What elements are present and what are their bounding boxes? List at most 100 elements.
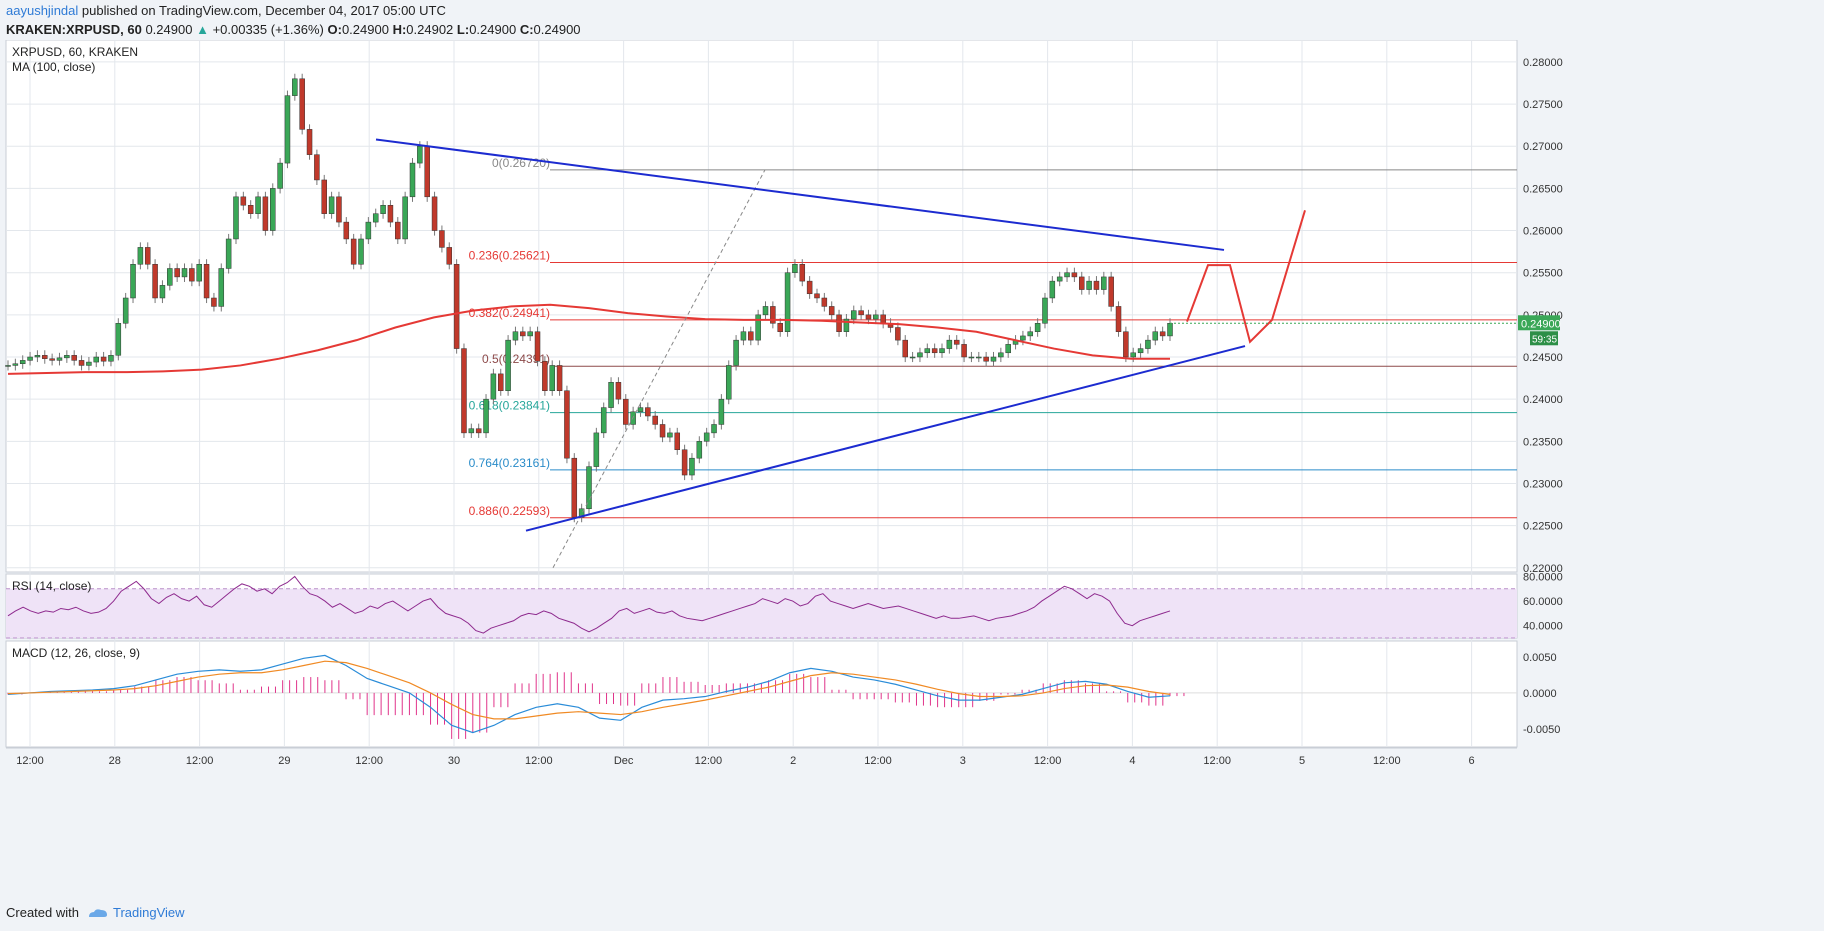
- ma100-line: [7, 303, 1170, 375]
- candle-body: [851, 310, 857, 320]
- candle-body: [159, 285, 166, 299]
- last-price: 0.24900: [145, 22, 193, 37]
- candle-body: [284, 95, 291, 164]
- candle-body: [49, 358, 55, 361]
- candle-body: [946, 339, 953, 349]
- candle-body: [461, 348, 467, 434]
- price-pane: [5, 40, 1518, 573]
- candle-body: [255, 196, 261, 214]
- candle-body: [1137, 348, 1144, 354]
- candle-body: [203, 264, 210, 299]
- candle-body: [328, 196, 335, 214]
- candle-body: [1027, 331, 1034, 337]
- x-tick-label: 29: [278, 755, 290, 767]
- cloud-icon: [88, 908, 107, 917]
- candle-body: [505, 339, 511, 391]
- candle-body: [196, 264, 202, 282]
- price-chart[interactable]: 12:00 28 12:00 29 12:00 30 12:00 Dec 12:00 2 12:00…: [0, 40, 1824, 900]
- projection-path: [1186, 210, 1306, 344]
- candle-body: [534, 331, 541, 362]
- candle-body: [711, 424, 717, 434]
- candle-body: [247, 204, 254, 214]
- symbol-label: KRAKEN:XRPUSD, 60: [6, 22, 142, 37]
- candle-body: [336, 196, 342, 223]
- publish-info: aayushjindal published on TradingView.co…: [6, 3, 446, 18]
- x-tick-label: 12:00: [1373, 755, 1401, 767]
- candle-body: [225, 238, 232, 269]
- candle-body: [542, 360, 548, 391]
- fib-label: 0.886(0.22593): [469, 504, 550, 518]
- fib-label: 0.5(0.24391): [482, 352, 550, 366]
- candle-body: [1101, 276, 1107, 290]
- candle-body: [306, 129, 313, 155]
- author-link[interactable]: aayushjindal: [6, 3, 79, 18]
- rsi-tick-label: 60.0000: [1523, 596, 1563, 608]
- candle-body: [431, 196, 438, 231]
- candle-body: [262, 196, 269, 231]
- candle-body: [814, 293, 820, 299]
- candle-body: [71, 355, 77, 361]
- low-label: L:: [456, 22, 470, 37]
- candle-body: [806, 280, 813, 295]
- price-tick-label: 0.24500: [1523, 352, 1563, 364]
- candle-body: [189, 268, 195, 282]
- candle-body: [799, 264, 806, 282]
- candle-body: [490, 373, 497, 400]
- rsi-line: [7, 575, 1171, 634]
- candle-body: [475, 428, 482, 434]
- signal-line: [7, 660, 1171, 720]
- candle-body: [270, 188, 276, 231]
- candle-body: [770, 306, 776, 324]
- candle-body: [777, 323, 783, 332]
- candle-body: [748, 331, 754, 341]
- candle-body: [674, 432, 681, 450]
- x-tick-label: 3: [960, 755, 966, 767]
- last-price-tag-text: 0.24900: [1521, 318, 1561, 330]
- candle-body: [64, 355, 70, 359]
- candle-body: [211, 297, 217, 307]
- candle-body: [784, 272, 791, 332]
- candle-body: [1159, 331, 1166, 337]
- candle-body: [637, 407, 644, 413]
- candle-body: [277, 162, 283, 189]
- price-change: +0.00335 (+1.36%): [212, 22, 324, 37]
- candle-body: [343, 221, 350, 240]
- candle-body: [19, 360, 26, 365]
- candle-body: [122, 297, 129, 324]
- rsi-tick-label: 80.0000: [1523, 571, 1563, 583]
- candle-body: [961, 344, 967, 358]
- ohlc-bar: KRAKEN:XRPUSD, 60 0.24900 ▲ +0.00335 (+1…: [6, 22, 581, 37]
- tradingview-logo[interactable]: TradingView: [87, 905, 185, 920]
- candle-body: [27, 356, 33, 361]
- candle-body: [564, 390, 570, 459]
- x-tick-label: 4: [1129, 755, 1135, 767]
- candle-body: [1034, 323, 1041, 332]
- candle-body: [924, 348, 931, 354]
- x-tick-label: 12:00: [355, 755, 383, 767]
- candle-body: [174, 268, 180, 278]
- candle-body: [527, 331, 533, 337]
- candle-body: [1130, 352, 1136, 358]
- candle-body: [137, 247, 144, 265]
- candle-body: [314, 154, 320, 181]
- candle-body: [1049, 280, 1056, 299]
- candle-body: [902, 339, 908, 358]
- candle-body: [424, 145, 430, 198]
- candle-body: [167, 268, 173, 286]
- rsi-label: RSI (14, close): [12, 579, 91, 593]
- rsi-tick-label: 40.0000: [1523, 621, 1563, 633]
- ascending-trendline: [525, 345, 1246, 532]
- candle-body: [12, 363, 19, 366]
- candle-body: [34, 355, 41, 358]
- price-tick-label: 0.26000: [1523, 226, 1563, 238]
- footer: Created with TradingView: [6, 905, 185, 920]
- candle-body: [93, 356, 100, 363]
- x-tick-label: 30: [448, 755, 460, 767]
- candle-body: [483, 398, 489, 434]
- candle-body: [299, 78, 305, 130]
- price-tick-label: 0.27500: [1523, 99, 1563, 111]
- candle-body: [365, 221, 372, 240]
- high-value: 0.24902: [406, 22, 454, 37]
- candle-body: [218, 268, 225, 307]
- x-tick-label: 6: [1469, 755, 1475, 767]
